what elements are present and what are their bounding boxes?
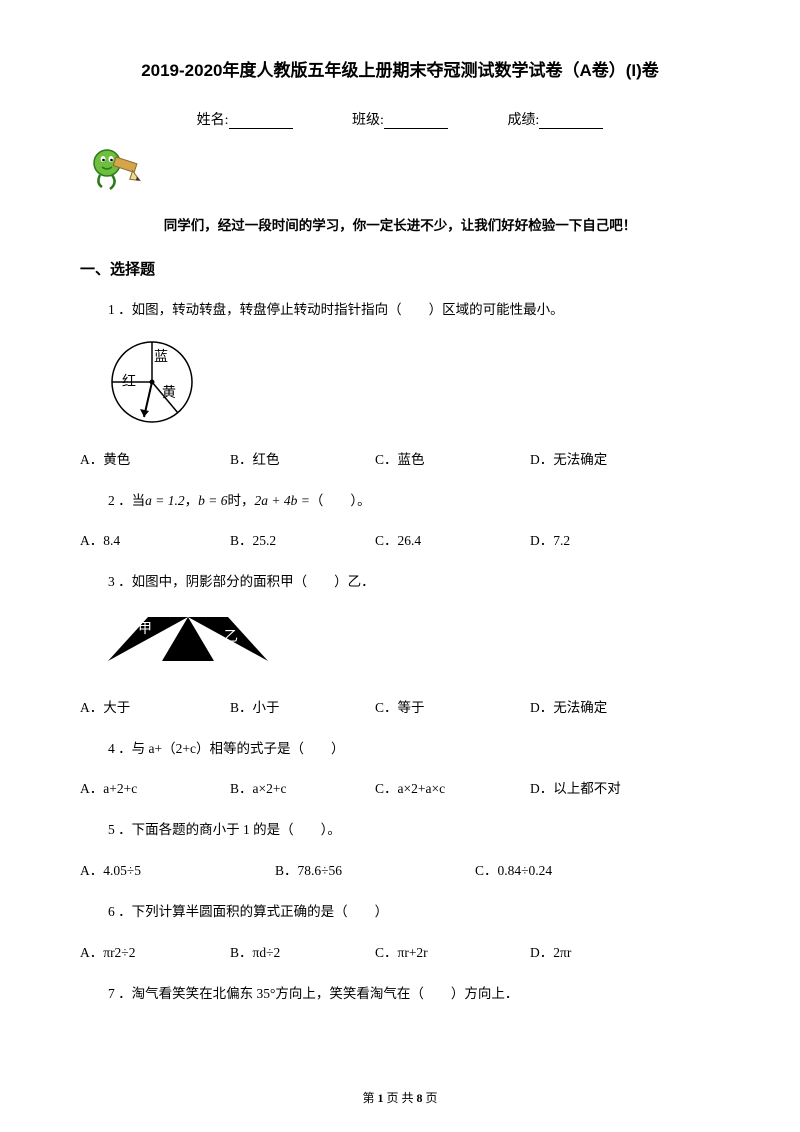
yellow-label: 黄 bbox=[162, 384, 176, 401]
q4-opt-d: D．以上都不对 bbox=[530, 777, 680, 797]
q3-text: 3 ．如图中，阴影部分的面积甲（ ）乙． bbox=[108, 571, 720, 593]
q1-spinner: 蓝 红 黄 bbox=[108, 339, 720, 430]
score-label: 成绩: bbox=[507, 113, 539, 128]
name-blank bbox=[229, 115, 293, 129]
q3-opt-d: D．无法确定 bbox=[530, 696, 680, 716]
q3-figure: 甲 乙 bbox=[108, 611, 720, 678]
q3-opt-c: C．等于 bbox=[375, 696, 530, 716]
q5-options: A．4.05÷5 B．78.6÷56 C．0.84÷0.24 bbox=[80, 859, 720, 879]
q6-options: A．πr2÷2 B．πd÷2 C．πr+2r D．2πr bbox=[80, 941, 720, 961]
q1-opt-c: C．蓝色 bbox=[375, 448, 530, 468]
class-blank bbox=[384, 115, 448, 129]
q5-opt-a: A．4.05÷5 bbox=[80, 859, 275, 879]
blue-label: 蓝 bbox=[154, 349, 168, 365]
q1-text: 1 ．如图，转动转盘，转盘停止转动时指针指向（ ）区域的可能性最小。 bbox=[108, 299, 720, 321]
q2-text: 2 ．当a = 1.2，b = 6时，2a + 4b =（ ）。 bbox=[108, 490, 720, 512]
q2-opt-d: D．7.2 bbox=[530, 529, 680, 549]
class-label: 班级: bbox=[352, 113, 384, 128]
q2-options: A．8.4 B．25.2 C．26.4 D．7.2 bbox=[80, 529, 720, 549]
q4-options: A．a+2+c B．a×2+c C．a×2+a×c D．以上都不对 bbox=[80, 777, 720, 797]
q6-opt-c: C．πr+2r bbox=[375, 941, 530, 961]
q5-opt-c: C．0.84÷0.24 bbox=[475, 859, 655, 879]
q1-options: A．黄色 B．红色 C．蓝色 D．无法确定 bbox=[80, 448, 720, 468]
pencil-icon bbox=[92, 147, 720, 200]
name-label: 姓名: bbox=[197, 113, 229, 128]
q2-opt-a: A．8.4 bbox=[80, 529, 230, 549]
q4-opt-a: A．a+2+c bbox=[80, 777, 230, 797]
q6-text: 6 ．下列计算半圆面积的算式正确的是（ ） bbox=[108, 901, 720, 923]
q4-opt-c: C．a×2+a×c bbox=[375, 777, 530, 797]
page-footer: 第 1 页 共 8 页 bbox=[0, 1089, 800, 1106]
q1-opt-d: D．无法确定 bbox=[530, 448, 680, 468]
q2-opt-c: C．26.4 bbox=[375, 529, 530, 549]
q6-opt-b: B．πd÷2 bbox=[230, 941, 375, 961]
score-blank bbox=[539, 115, 603, 129]
q4-text: 4 ．与 a+（2+c）相等的式子是（ ） bbox=[108, 738, 720, 760]
header-fields: 姓名: 班级: 成绩: bbox=[80, 109, 720, 129]
q1-opt-b: B．红色 bbox=[230, 448, 375, 468]
red-label: 红 bbox=[122, 374, 136, 390]
q3-opt-b: B．小于 bbox=[230, 696, 375, 716]
q6-opt-a: A．πr2÷2 bbox=[80, 941, 230, 961]
svg-text:甲: 甲 bbox=[138, 622, 152, 637]
q3-opt-a: A．大于 bbox=[80, 696, 230, 716]
page-title: 2019-2020年度人教版五年级上册期末夺冠测试数学试卷（A卷）(I)卷 bbox=[80, 56, 720, 81]
intro-text: 同学们，经过一段时间的学习，你一定长进不少，让我们好好检验一下自己吧！ bbox=[80, 214, 720, 234]
q2-opt-b: B．25.2 bbox=[230, 529, 375, 549]
svg-text:乙: 乙 bbox=[224, 629, 238, 645]
q5-opt-b: B．78.6÷56 bbox=[275, 859, 475, 879]
q4-opt-b: B．a×2+c bbox=[230, 777, 375, 797]
section-heading: 一、选择题 bbox=[80, 258, 720, 279]
q3-options: A．大于 B．小于 C．等于 D．无法确定 bbox=[80, 696, 720, 716]
q1-opt-a: A．黄色 bbox=[80, 448, 230, 468]
q5-text: 5 ．下面各题的商小于 1 的是（ ）。 bbox=[108, 819, 720, 841]
q6-opt-d: D．2πr bbox=[530, 941, 680, 961]
q7-text: 7 ．淘气看笑笑在北偏东 35°方向上，笑笑看淘气在（ ）方向上． bbox=[108, 983, 720, 1005]
